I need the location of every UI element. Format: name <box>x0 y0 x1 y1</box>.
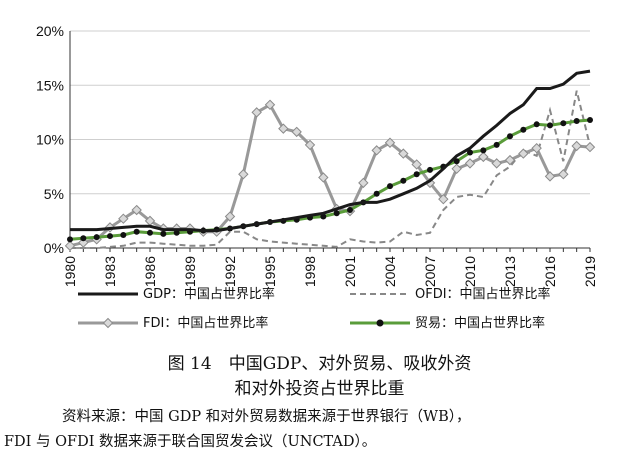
data-point-trade <box>413 171 420 178</box>
data-point-fdi <box>118 213 129 224</box>
data-point-trade <box>373 190 380 197</box>
data-point-trade <box>93 234 100 241</box>
x-tick-label: 1989 <box>182 256 198 287</box>
x-tick-label: 2004 <box>382 256 398 287</box>
x-tick-label: 2019 <box>582 256 598 287</box>
data-point-trade <box>147 229 153 236</box>
data-point-trade <box>573 118 580 125</box>
legend-label-fdi: FDI：中国占世界比率 <box>143 315 268 331</box>
data-point-fdi <box>278 123 289 134</box>
data-point-trade <box>133 228 140 235</box>
x-tick-label: 2010 <box>462 256 478 287</box>
x-tick-label: 1995 <box>262 256 278 287</box>
data-point-trade <box>333 210 340 217</box>
data-point-trade <box>67 236 73 243</box>
data-point-fdi <box>291 126 302 138</box>
data-point-fdi <box>78 237 89 248</box>
data-point-trade <box>507 133 513 140</box>
y-tick-label: 20% <box>36 23 64 39</box>
data-point-trade <box>387 183 393 190</box>
data-point-trade <box>427 166 433 173</box>
x-tick-label: 1992 <box>222 256 238 287</box>
y-tick-label: 0% <box>44 240 64 256</box>
data-point-fdi <box>451 163 462 175</box>
data-point-fdi <box>251 107 262 118</box>
data-point-trade <box>347 207 353 214</box>
data-point-trade <box>160 230 167 237</box>
data-point-fdi <box>318 172 329 183</box>
data-point-fdi <box>224 211 236 222</box>
data-point-fdi <box>464 158 476 169</box>
y-tick-label: 5% <box>44 186 64 202</box>
data-point-fdi <box>64 240 76 252</box>
x-tick-label: 1998 <box>302 256 318 287</box>
series-layer <box>64 69 596 252</box>
data-point-trade <box>493 141 500 148</box>
data-point-fdi <box>518 148 529 159</box>
data-point-fdi <box>584 141 596 153</box>
legend-marker-trade <box>376 319 384 327</box>
data-point-trade <box>467 149 473 156</box>
x-tick-label: 2007 <box>422 256 438 287</box>
data-point-fdi <box>411 159 422 170</box>
data-point-trade <box>480 147 487 154</box>
data-point-fdi <box>238 169 249 180</box>
data-point-trade <box>520 126 527 133</box>
data-point-trade <box>560 120 567 127</box>
data-point-fdi <box>264 99 276 110</box>
data-point-trade <box>587 116 593 123</box>
data-point-fdi <box>131 204 142 216</box>
data-point-trade <box>107 233 113 240</box>
series-line-trade <box>69 118 591 241</box>
data-point-fdi <box>478 151 489 163</box>
data-point-trade <box>400 177 407 184</box>
series-line-fdi <box>69 102 591 248</box>
x-tick-label: 2013 <box>502 256 518 287</box>
data-point-trade <box>547 122 553 129</box>
data-point-fdi <box>304 139 316 151</box>
data-point-fdi <box>558 169 569 180</box>
data-point-fdi <box>371 145 382 156</box>
y-tick-label: 15% <box>36 77 64 93</box>
data-point-trade <box>533 121 540 128</box>
x-tick-label: 2001 <box>342 256 358 287</box>
series-line-ofdi <box>70 90 591 249</box>
figure-caption-line2: 和对外投资占世界比重 <box>234 379 405 399</box>
axes: 0% 5% 10% 15% 20% 1980 1983 1986 1989 1992 1995 199… <box>36 23 598 287</box>
data-point-fdi <box>504 154 516 166</box>
data-point-fdi <box>544 171 556 182</box>
data-point-fdi <box>571 140 582 152</box>
y-tick-label: 10% <box>36 132 64 148</box>
data-point-fdi <box>358 177 369 189</box>
data-point-trade <box>173 229 180 236</box>
series-line-gdp <box>70 69 591 233</box>
x-tick-label: 2016 <box>542 256 558 287</box>
data-point-fdi <box>531 142 542 154</box>
x-tick-label: 1980 <box>62 256 78 287</box>
data-point-trade <box>120 231 127 238</box>
data-point-fdi <box>438 193 449 205</box>
legend-label-ofdi: OFDI：中国占世界比率 <box>415 286 551 302</box>
legend-marker-fdi <box>102 317 114 329</box>
data-point-trade <box>453 158 460 165</box>
x-tick-label: 1986 <box>142 256 158 287</box>
source-note-line2: FDI 与 OFDI 数据来源于联合国贸发会议（UNCTAD）。 <box>4 434 377 450</box>
legend-label-trade: 贸易：中国占世界比率 <box>415 315 545 331</box>
legend-label-gdp: GDP：中国占世界比率 <box>143 286 275 302</box>
legend: GDP：中国占世界比率 OFDI：中国占世界比率 FDI：中国占世界比率 贸易：中国占… <box>78 286 551 331</box>
data-point-fdi <box>384 137 396 148</box>
figure-caption-line1: 图 14 中国GDP、对外贸易、吸收外资 <box>167 354 472 374</box>
data-point-fdi <box>398 148 409 159</box>
x-tick-label: 1983 <box>102 256 118 287</box>
data-point-fdi <box>491 158 502 169</box>
source-note-line1: 资料来源：中国 GDP 和对外贸易数据来源于世界银行（WB）， <box>62 409 471 425</box>
data-point-trade <box>80 235 87 242</box>
